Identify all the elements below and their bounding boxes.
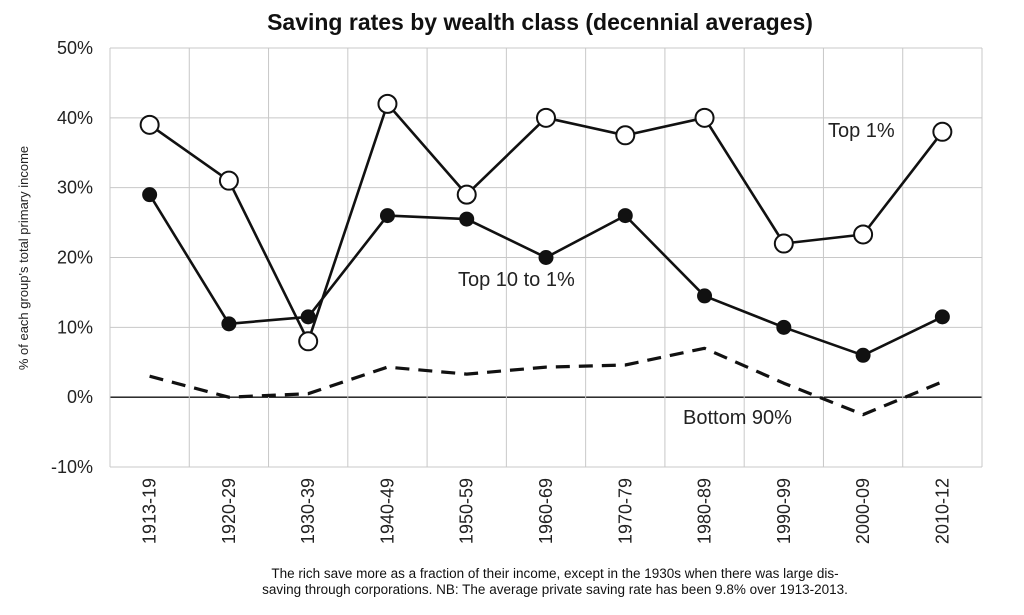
data-point	[615, 125, 636, 146]
data-point	[934, 309, 950, 325]
data-point	[776, 319, 792, 335]
series-labels: Top 1% Top 10 to 1% Bottom 90%	[458, 120, 895, 429]
data-point	[298, 331, 319, 352]
series-top-1	[139, 93, 953, 352]
series-bottom-90	[149, 346, 944, 417]
series-top-10-to-1	[142, 187, 950, 363]
y-tick-label: 50%	[57, 38, 93, 58]
data-point	[536, 107, 556, 128]
caption-line-1: The rich save more as a fraction of thei…	[271, 566, 839, 581]
x-tick-label: 1950-59	[457, 478, 477, 544]
series-label-top-10-to-1: Top 10 to 1%	[458, 269, 575, 291]
data-point	[456, 184, 477, 205]
data-point	[300, 309, 316, 325]
y-tick-label: 10%	[57, 317, 93, 337]
data-point	[221, 316, 237, 332]
x-tick-label: 1990-99	[774, 478, 794, 544]
y-tick-label: 30%	[57, 178, 93, 198]
chart-caption: The rich save more as a fraction of thei…	[120, 566, 990, 598]
data-point	[617, 208, 633, 224]
y-axis-label: % of each group's total primary income	[16, 146, 31, 370]
data-point	[218, 170, 239, 191]
caption-line-2: saving through corporations. NB: The ave…	[262, 582, 848, 597]
chart-title: Saving rates by wealth class (decennial …	[267, 9, 813, 35]
x-tick-label: 1930-39	[298, 478, 318, 544]
data-point	[773, 233, 794, 254]
data-point	[377, 93, 398, 114]
series-label-bottom-90: Bottom 90%	[683, 407, 792, 429]
x-tick-label: 1970-79	[615, 478, 635, 544]
data-point	[853, 224, 874, 245]
y-tick-label: -10%	[51, 457, 93, 477]
x-tick-label: 2010-12	[932, 478, 952, 544]
data-point	[379, 208, 395, 224]
data-point	[855, 347, 871, 363]
x-tick-label: 1913-19	[140, 478, 160, 544]
x-tick-label: 1980-89	[695, 478, 715, 544]
y-axis-ticks: -10% 0% 10% 20% 30% 40% 50%	[51, 38, 93, 477]
data-point	[697, 288, 713, 304]
y-tick-label: 20%	[57, 248, 93, 268]
data-point	[932, 121, 953, 142]
x-tick-label: 1960-69	[536, 478, 556, 544]
data-point	[538, 250, 554, 265]
data-point	[142, 187, 158, 203]
y-tick-label: 0%	[67, 387, 93, 407]
x-tick-label: 1920-29	[219, 478, 239, 544]
x-tick-label: 2000-09	[853, 478, 873, 544]
data-point	[694, 107, 715, 128]
series-line	[149, 346, 944, 417]
x-tick-label: 1940-49	[377, 478, 397, 544]
series-label-top-1: Top 1%	[828, 120, 895, 142]
y-tick-label: 40%	[57, 108, 93, 128]
series-layer	[139, 93, 953, 417]
x-axis-ticks: 1913-19 1920-29 1930-39 1940-49 1950-59 1960-…	[140, 478, 953, 544]
data-point	[459, 211, 475, 227]
data-point	[139, 114, 160, 135]
